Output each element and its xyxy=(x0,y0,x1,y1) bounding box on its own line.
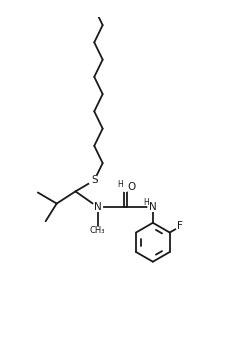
Text: N: N xyxy=(94,202,101,212)
Ellipse shape xyxy=(89,176,100,185)
Text: N: N xyxy=(149,202,157,212)
Ellipse shape xyxy=(120,182,130,191)
Ellipse shape xyxy=(176,223,185,230)
Text: O: O xyxy=(128,182,136,192)
Text: H: H xyxy=(118,180,123,189)
Text: F: F xyxy=(177,222,183,232)
Text: S: S xyxy=(91,175,98,185)
Text: H: H xyxy=(143,198,149,206)
Text: CH₃: CH₃ xyxy=(90,226,105,235)
Ellipse shape xyxy=(93,202,102,211)
Ellipse shape xyxy=(148,202,158,211)
